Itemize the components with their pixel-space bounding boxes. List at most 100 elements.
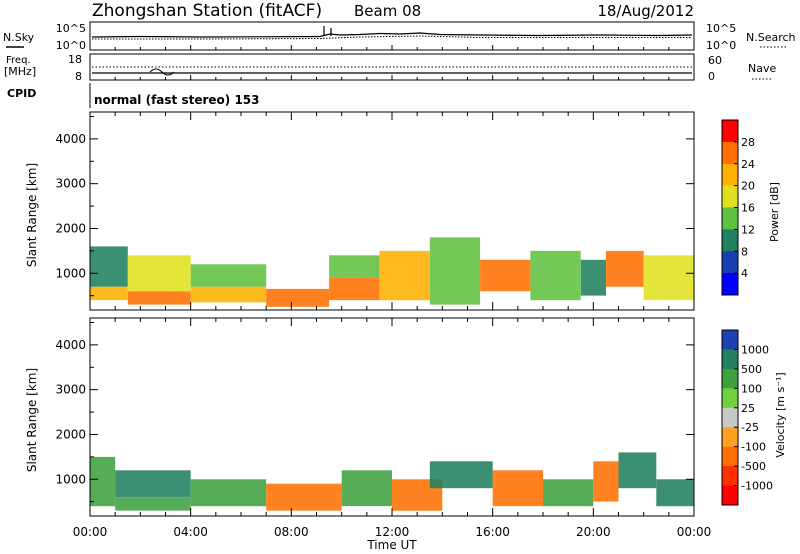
noise-right-tick-bottom: 10^0	[706, 39, 736, 52]
power-colorbar-segment-6	[722, 251, 738, 274]
velocity-colorbar-tick-label-1: 500	[741, 363, 762, 376]
freq-label-line2: [MHz]	[4, 65, 36, 78]
power-colorbar-tick-label-3: 16	[741, 202, 755, 215]
velocity-colorbar-segment-4	[722, 407, 738, 428]
velocity-colorbar-segment-3	[722, 388, 738, 409]
power-colorbar-tick-label-2: 20	[741, 180, 755, 193]
velocity-echo-block-2	[115, 497, 191, 511]
power-echo-block-0	[90, 286, 128, 301]
power-y-axis-label: Slant Range [km]	[25, 163, 39, 267]
velocity-colorbar-segment-7	[722, 466, 738, 486]
power-colorbar-tick-label-4: 12	[741, 223, 755, 236]
velocity-colorbar-segment-0	[722, 330, 738, 350]
velocity-colorbar-segment-6	[722, 446, 738, 467]
cpid-text: normal (fast stereo) 153	[94, 93, 260, 107]
power-colorbar-tick-label-0: 28	[741, 136, 755, 149]
x-tick-label-1: 04:00	[173, 525, 208, 539]
power-y-tick-label-1: 2000	[55, 221, 86, 235]
power-echo-block-14	[605, 250, 644, 287]
power-colorbar-segment-5	[722, 229, 738, 252]
velocity-colorbar-segment-8	[722, 485, 738, 506]
velocity-colorbar-segment-1	[722, 349, 738, 370]
power-colorbar-tick-label-1: 24	[741, 158, 755, 171]
velocity-colorbar-segment-5	[722, 427, 738, 448]
power-echo-block-2	[127, 291, 191, 305]
velocity-echo-block-5	[341, 470, 392, 507]
power-colorbar-segment-1	[722, 141, 738, 165]
power-echo-block-8	[329, 255, 380, 278]
power-echo-block-1	[90, 246, 128, 287]
x-tick-label-5: 20:00	[576, 525, 611, 539]
power-echo-block-15	[643, 255, 694, 301]
velocity-colorbar-frame	[721, 329, 739, 506]
power-y-tick-label-3: 4000	[55, 132, 86, 146]
velocity-y-tick-label-3: 4000	[55, 338, 86, 352]
nave-dropout	[149, 68, 175, 76]
velocity-echo-block-12	[656, 479, 695, 507]
power-colorbar-label: Power [dB]	[768, 182, 781, 242]
noise-left-tick-bottom: 10^0	[56, 39, 86, 52]
noise-left-tick-top: 10^5	[56, 22, 86, 35]
power-y-tick-label-0: 1000	[55, 266, 86, 280]
freq-right-tick-top: 60	[708, 54, 722, 67]
noise-right-tick-top: 10^5	[706, 22, 736, 35]
noise-search-trace	[92, 35, 692, 40]
velocity-echo-block-11	[618, 452, 657, 489]
x-axis-label: Time UT	[366, 538, 417, 552]
freq-label-line1: Freq.	[6, 55, 31, 66]
power-colorbar-tick-label-6: 4	[741, 267, 748, 280]
power-colorbar-segment-3	[722, 185, 738, 208]
velocity-y-tick-label-2: 3000	[55, 383, 86, 397]
nave-label: Nave	[748, 62, 776, 75]
power-echo-block-10	[429, 237, 481, 305]
velocity-echo-block-3	[190, 479, 267, 507]
power-echo-block-11	[480, 259, 531, 292]
noise-sky-label: N.Sky	[3, 31, 35, 44]
velocity-colorbar-tick-label-6: -500	[741, 460, 766, 473]
date-label: 18/Aug/2012	[597, 2, 694, 20]
x-tick-label-4: 16:00	[475, 525, 510, 539]
velocity-echo-block-4	[266, 483, 342, 511]
velocity-echo-block-0	[90, 456, 116, 507]
cpid-label: CPID	[7, 87, 36, 100]
power-echo-block-5	[190, 264, 267, 287]
freq-right-tick-bottom: 0	[708, 70, 715, 83]
velocity-echo-block-7	[429, 461, 493, 489]
x-tick-label-2: 08:00	[274, 525, 309, 539]
power-colorbar-tick-label-5: 8	[741, 245, 748, 258]
power-colorbar: 28 24 20 16 12 8 4	[721, 119, 755, 296]
x-tick-label-3: 12:00	[375, 525, 410, 539]
power-echo-block-6	[266, 288, 330, 307]
velocity-y-tick-label-1: 2000	[55, 427, 86, 441]
power-echo-block-7	[329, 277, 380, 301]
velocity-colorbar-label: Velocity [m s⁻¹]	[774, 372, 787, 457]
power-echo-block-13	[580, 259, 606, 296]
power-colorbar-segment-7	[722, 273, 738, 296]
velocity-y-tick-label-0: 1000	[55, 472, 86, 486]
velocity-echo-block-8	[492, 470, 543, 507]
power-colorbar-segment-0	[722, 120, 738, 143]
power-colorbar-segment-2	[722, 163, 738, 187]
velocity-colorbar-tick-label-2: 100	[741, 382, 762, 395]
power-echo-block-12	[530, 250, 581, 301]
freq-left-tick-bottom: 8	[75, 70, 82, 83]
power-echo-block-3	[127, 255, 191, 292]
velocity-echo-block-1	[115, 470, 191, 498]
velocity-colorbar-segment-2	[722, 368, 738, 389]
velocity-echo-block-9	[543, 479, 594, 507]
beam-label: Beam 08	[354, 2, 421, 20]
x-tick-label-6: 00:00	[677, 525, 712, 539]
power-y-tick-label-2: 3000	[55, 177, 86, 191]
x-tick-label-0: 00:00	[73, 525, 108, 539]
velocity-colorbar-tick-label-5: -100	[741, 441, 766, 454]
velocity-colorbar-tick-label-7: -1000	[741, 480, 773, 493]
velocity-y-axis-label: Slant Range [km]	[25, 368, 39, 472]
power-echo-block-9	[379, 250, 430, 301]
velocity-colorbar-tick-label-4: -25	[741, 421, 759, 434]
freq-left-tick-top: 18	[68, 53, 82, 66]
velocity-colorbar-tick-label-3: 25	[741, 402, 755, 415]
power-echo-block-4	[190, 286, 267, 303]
velocity-colorbar: 1000 500 100 25 -25 -100 -500 -1000	[721, 329, 773, 506]
noise-search-label: N.Search	[746, 31, 796, 44]
